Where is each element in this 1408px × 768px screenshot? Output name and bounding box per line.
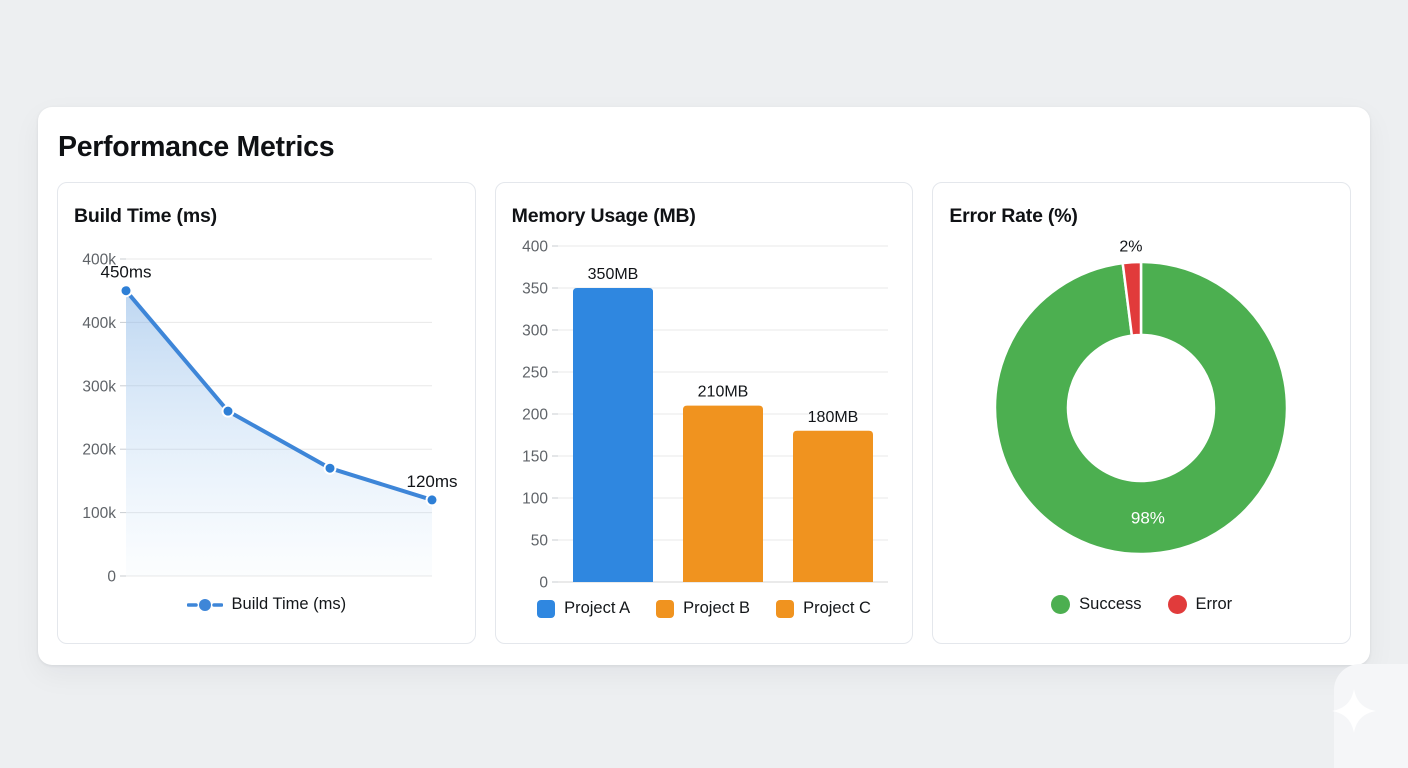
legend-label: Project B: [683, 599, 751, 618]
bar-project-c[interactable]: [792, 430, 873, 582]
data-point-2[interactable]: [323, 461, 337, 475]
legend-marker-project-c: [776, 599, 795, 618]
legend-marker-success: [1051, 595, 1071, 615]
slice-label-error: 2%: [1120, 238, 1143, 255]
legend-marker-project-a: [537, 599, 556, 618]
legend-label: Error: [1195, 595, 1233, 614]
memory-usage-bar-chart[interactable]: 400 350 300 250 200 150 100 50 0 350MB 210MB 180MB: [512, 234, 897, 591]
y-axis-tick-label: 50: [530, 532, 548, 549]
donut-slice-success[interactable]: [993, 260, 1289, 556]
legend-marker-error: [1167, 595, 1187, 615]
bar-project-a[interactable]: [572, 287, 653, 582]
legend-marker-build-time-ms: [186, 598, 223, 611]
y-axis-tick-label: 100: [522, 490, 548, 507]
y-axis-tick-label: 150: [522, 448, 548, 465]
y-axis-tick-label: 350: [522, 280, 548, 297]
y-axis-tick-label: 0: [107, 568, 116, 585]
memory-usage-card: Memory Usage (MB) 400 350 300 250 200 150 100 5…: [494, 181, 914, 644]
memory-usage-chart-area: 400 350 300 250 200 150 100 50 0 350MB 210MB 180MB: [510, 234, 899, 591]
y-axis-tick-label: 200k: [82, 441, 116, 458]
build-time-chart-area: 400k 400k 300k 200k 100k 0 450ms 120ms: [72, 234, 461, 586]
area-fill: [125, 290, 432, 576]
y-axis-tick-label: 300k: [82, 378, 116, 395]
donut-slice-error[interactable]: [1121, 260, 1143, 337]
bar-value-label: 350MB: [587, 266, 638, 283]
point-annotation: 120ms: [406, 472, 457, 491]
build-time-line-chart[interactable]: 400k 400k 300k 200k 100k 0 450ms 120ms: [74, 234, 459, 586]
build-time-card: Build Time (ms) 400k 400k 300k 200k 100k 0 450…: [57, 181, 476, 644]
y-axis-tick-label: 300: [522, 322, 548, 339]
memory-usage-chart-title: Memory Usage (MB): [511, 204, 696, 227]
legend-item-project-b[interactable]: Project B: [656, 599, 750, 618]
legend-item-project-c[interactable]: Project C: [776, 599, 871, 618]
build-time-chart-title: Build Time (ms): [74, 204, 217, 227]
error-rate-card: Error Rate (%) 98% 2% Success Error: [932, 181, 1352, 644]
legend-label: Project C: [803, 599, 871, 618]
data-point-3[interactable]: [425, 493, 439, 507]
y-axis-tick-label: 0: [539, 574, 548, 591]
memory-usage-legend: Project A Project B Project C: [510, 592, 899, 626]
y-axis-tick-label: 100k: [82, 505, 116, 522]
chart-cards-row: Build Time (ms) 400k 400k 300k 200k 100k 0 450…: [57, 181, 1352, 644]
data-point-0[interactable]: [119, 283, 133, 297]
error-rate-chart-area: 98% 2%: [947, 234, 1336, 586]
build-time-legend: Build Time (ms): [72, 588, 461, 622]
y-axis-tick-label: 250: [522, 364, 548, 381]
y-axis-tick-label: 400k: [82, 251, 116, 268]
legend-label: Project A: [564, 599, 631, 618]
bar-value-label: 180MB: [807, 409, 858, 426]
y-axis-tick-label: 400k: [82, 315, 116, 332]
bar-value-label: 210MB: [697, 383, 748, 400]
legend-item-build-time-ms[interactable]: Build Time (ms): [186, 595, 347, 614]
legend-label: Success: [1079, 595, 1142, 614]
bar-project-b[interactable]: [682, 405, 763, 582]
y-axis-tick-label: 400: [522, 238, 548, 255]
build-time-line[interactable]: [123, 288, 434, 502]
legend-item-error[interactable]: Error: [1167, 595, 1233, 615]
legend-item-success[interactable]: Success: [1051, 595, 1142, 615]
y-axis-tick-label: 200: [522, 406, 548, 423]
data-point-1[interactable]: [221, 404, 235, 418]
sparkle-icon: [1332, 689, 1376, 733]
legend-marker-project-b: [656, 599, 675, 618]
page-title: Performance Metrics: [58, 131, 335, 163]
error-rate-donut-chart[interactable]: 98% 2%: [949, 234, 1334, 586]
performance-metrics-panel: Performance Metrics Build Time (ms) 400k…: [38, 107, 1370, 665]
slice-label-success: 98%: [1131, 508, 1165, 527]
error-rate-legend: Success Error: [947, 588, 1336, 622]
error-rate-chart-title: Error Rate (%): [949, 204, 1078, 227]
legend-label: Build Time (ms): [231, 595, 347, 614]
legend-item-project-a[interactable]: Project A: [537, 599, 630, 618]
point-annotation: 450ms: [100, 262, 151, 281]
